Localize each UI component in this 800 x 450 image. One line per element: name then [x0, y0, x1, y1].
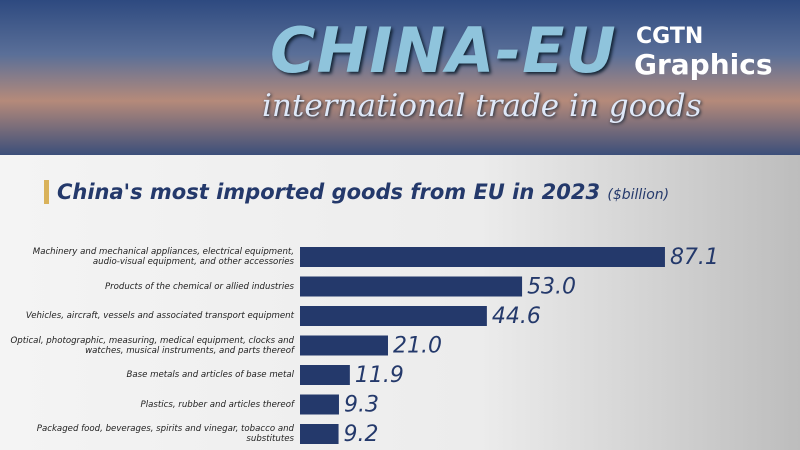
- category-label: Vehicles, aircraft, vessels and associat…: [25, 311, 294, 321]
- bar: [300, 365, 350, 385]
- value-label: 53.0: [527, 275, 576, 300]
- brand-sub: Graphics: [634, 48, 773, 81]
- brand: CGTN: [636, 24, 704, 49]
- value-label: 11.9: [355, 363, 404, 388]
- bar: [300, 276, 523, 297]
- bar: [300, 335, 388, 356]
- banner-title: CHINA-EU: [270, 14, 617, 87]
- value-label: 9.3: [344, 393, 379, 418]
- value-label: 44.6: [492, 304, 541, 329]
- unit: ($billion): [607, 187, 670, 203]
- bar: [300, 394, 339, 415]
- value-label: 87.1: [670, 245, 719, 270]
- banner-subtitle: international trade in goods: [262, 88, 702, 124]
- category-label: Packaged food, beverages, spirits and vi…: [36, 424, 294, 444]
- category-label: Products of the chemical or allied indus…: [104, 281, 294, 292]
- bar: [300, 424, 339, 444]
- category-label: Machinery and mechanical appliances, ele…: [32, 247, 294, 267]
- bar: [300, 306, 487, 326]
- bar: [300, 247, 665, 267]
- value-label: 9.2: [344, 422, 379, 447]
- banner: CHINA-EU international trade in goods CG…: [0, 0, 800, 155]
- category-label: Optical, photographic, measuring, medica…: [10, 335, 294, 356]
- category-label: Plastics, rubber and articles thereof: [140, 399, 294, 410]
- title-text: China's most imported goods from EU in 2…: [57, 180, 601, 204]
- chart-title: China's most imported goods from EU in 2…: [44, 180, 669, 204]
- category-label: Base metals and articles of base metal: [126, 370, 294, 380]
- value-label: 21.0: [393, 334, 442, 359]
